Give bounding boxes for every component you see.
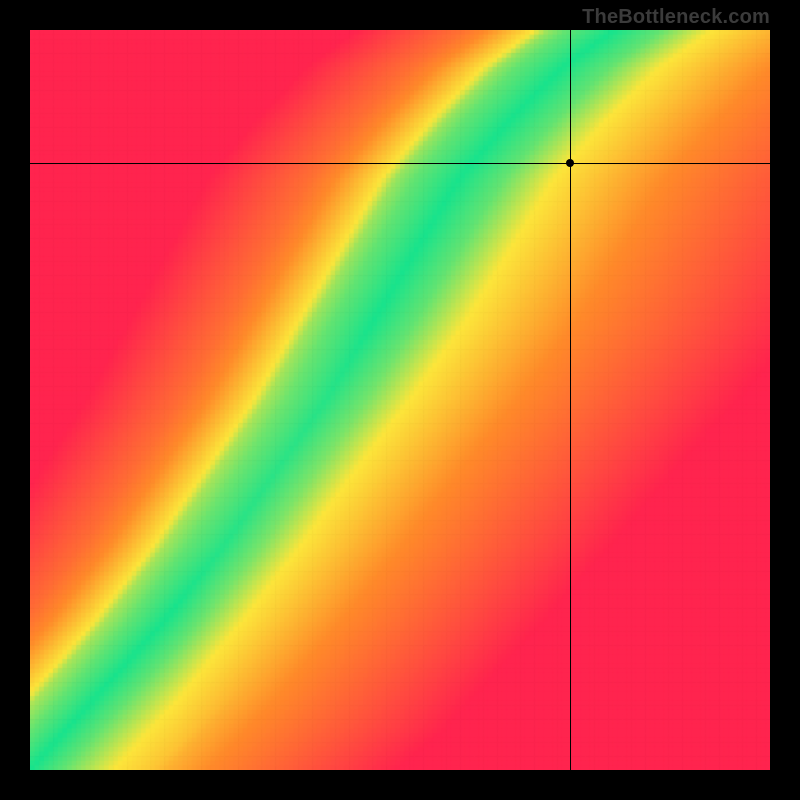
crosshair-marker (566, 159, 574, 167)
crosshair-horizontal (30, 163, 770, 164)
plot-area (30, 30, 770, 770)
watermark-text: TheBottleneck.com (582, 6, 770, 29)
crosshair-vertical (570, 30, 571, 770)
heatmap-canvas (30, 30, 770, 770)
